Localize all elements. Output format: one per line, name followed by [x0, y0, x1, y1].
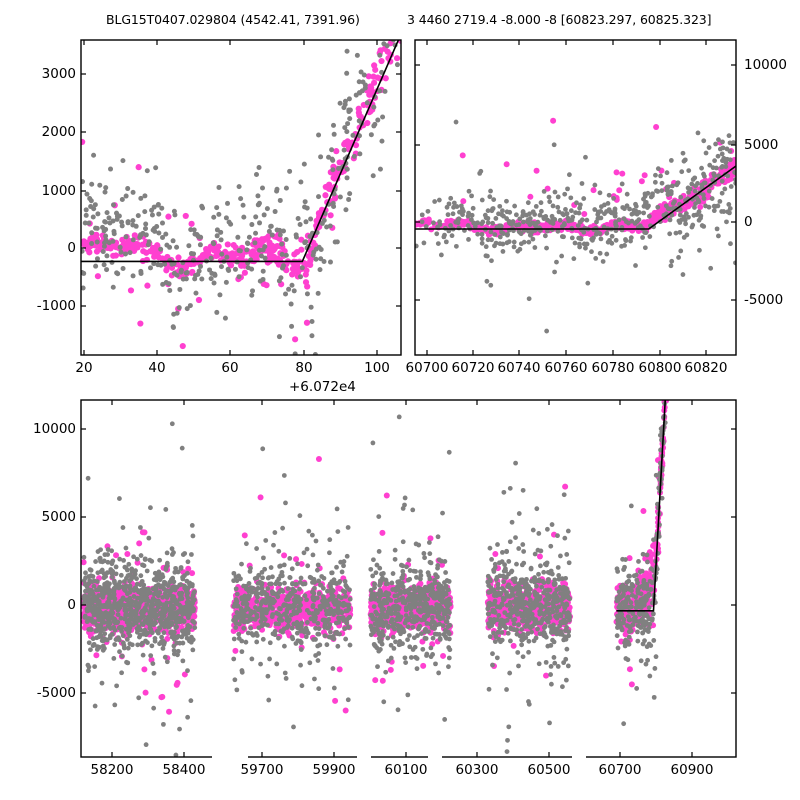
panel-top-left-xtick-100: 100 [364, 360, 390, 376]
panel-top-right-scatter [415, 117, 736, 334]
panel-top-right-xtick-60700: 60700 [405, 360, 449, 376]
panel-bottom-xtick-59900: 59900 [312, 762, 356, 778]
panel-top-left-title: BLG15T0407.029804 (4542.41, 7391.96) [106, 12, 360, 27]
panel-top-right-xtick-60760: 60760 [544, 360, 588, 376]
panel-top-right-frame [414, 39, 737, 356]
panel-top-left-scatter [81, 40, 401, 355]
panel-top-left-frame [80, 39, 402, 356]
axis-break-gap-3 [428, 754, 442, 760]
panel-bottom-xtick-58200: 58200 [90, 762, 134, 778]
panel-bottom-xtick-60900: 60900 [670, 762, 714, 778]
panel-top-right-xtick-60820: 60820 [684, 360, 728, 376]
panel-top-left-ytick-minus1000: -1000 [36, 298, 76, 314]
axes-frames [80, 39, 737, 760]
panel-bottom-xtick-60300: 60300 [455, 762, 499, 778]
axis-break-gap-2 [357, 754, 371, 760]
panel-top-right-xtick-60740: 60740 [497, 360, 541, 376]
panel-bottom-xtick-60700: 60700 [598, 762, 642, 778]
panel-top-left-xtick-80: 80 [295, 360, 313, 376]
panel-top-left-ytick-3000: 3000 [41, 66, 76, 82]
panel-top-left-ytick-0: 0 [67, 240, 76, 256]
panel-bottom-fit-line [616, 400, 667, 612]
axes-ticks [81, 40, 736, 757]
panel-top-right-xtick-60720: 60720 [451, 360, 495, 376]
panel-top-right-xtick-60800: 60800 [638, 360, 682, 376]
panel-bottom-frame [80, 399, 737, 758]
panel-bottom-xtick-60100: 60100 [384, 762, 428, 778]
panel-top-right-ytick-0: 0 [744, 214, 753, 230]
panel-top-left-xtick-60: 60 [221, 360, 239, 376]
panel-top-left-fit-line [81, 40, 400, 263]
panel-bottom-xtick-58400: 58400 [162, 762, 206, 778]
panel-bottom-ytick-minus5000: -5000 [36, 685, 76, 701]
panel-top-right-ytick-10000: 10000 [744, 57, 787, 73]
panel-top-left-xtick-40: 40 [148, 360, 166, 376]
panel-top-left-ytick-1000: 1000 [41, 183, 76, 199]
panel-bottom-xtick-60500: 60500 [527, 762, 571, 778]
panel-top-right-title: 3 4460 2719.4 -8.000 -8 [60823.297, 6082… [407, 12, 712, 27]
panel-bottom-ytick-0: 0 [67, 597, 76, 613]
panel-top-left-ytick-2000: 2000 [41, 124, 76, 140]
panel-top-right-ytick-5000: 5000 [744, 137, 779, 153]
axis-break-gap-1 [212, 754, 248, 760]
panel-top-right-fit-line [415, 165, 736, 230]
panel-top-right-ytick-minus5000: -5000 [744, 292, 784, 308]
axis-break-gap-4 [572, 754, 586, 760]
panel-top-left-xtick-20: 20 [75, 360, 93, 376]
panel-top-right-xtick-60780: 60780 [591, 360, 635, 376]
panel-bottom-ytick-10000: 10000 [33, 421, 76, 437]
panel-bottom-xtick-59700: 59700 [240, 762, 284, 778]
panel-bottom-ytick-5000: 5000 [41, 509, 76, 525]
panel-top-left-x-offset-label: +6.072e4 [289, 379, 356, 395]
